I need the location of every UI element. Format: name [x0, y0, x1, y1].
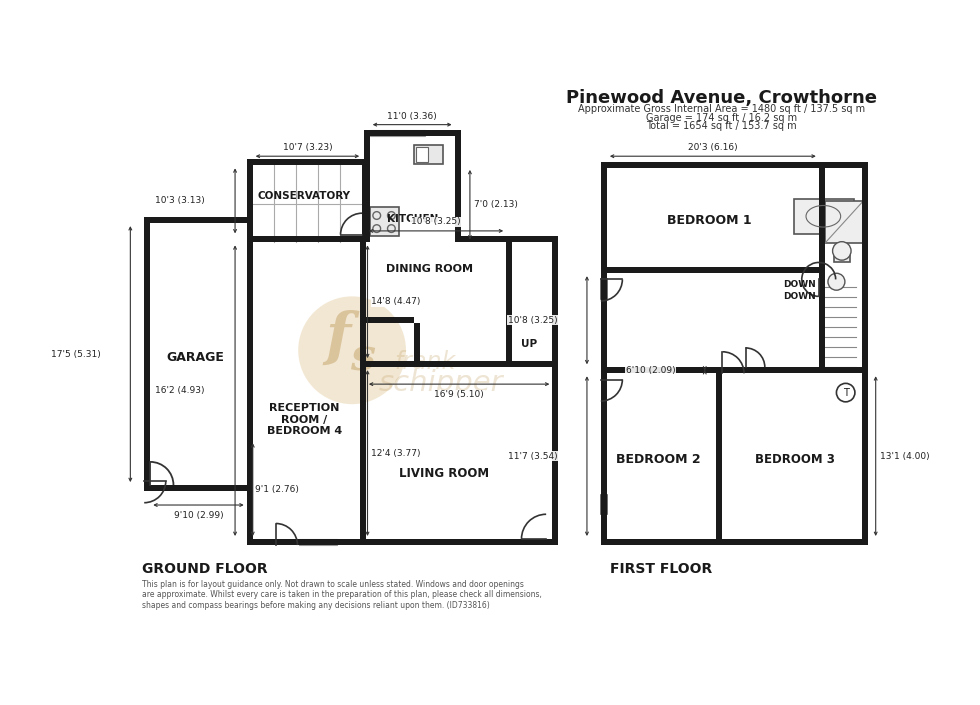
Text: s: s	[351, 336, 375, 379]
Bar	[601, 279, 607, 299]
Circle shape	[833, 242, 851, 260]
Bar	[360, 361, 559, 367]
Text: 10'3 (3.13): 10'3 (3.13)	[155, 197, 204, 205]
Text: f: f	[325, 309, 351, 366]
Text: CONSERVATORY: CONSERVATORY	[258, 191, 351, 201]
Text: 10'7 (3.23): 10'7 (3.23)	[282, 143, 332, 152]
Text: T: T	[843, 388, 849, 398]
Text: This plan is for layout guidance only. Not drawn to scale unless stated. Windows: This plan is for layout guidance only. N…	[142, 580, 542, 610]
Bar	[601, 161, 868, 168]
Bar	[144, 485, 253, 491]
Text: 17'5 (5.31): 17'5 (5.31)	[51, 350, 101, 359]
Bar	[247, 159, 368, 166]
Bar	[601, 539, 868, 545]
Bar	[247, 159, 253, 243]
Bar	[818, 161, 825, 274]
Text: BEDROOM 1: BEDROOM 1	[667, 214, 752, 228]
Bar	[601, 495, 607, 514]
Bar	[601, 367, 868, 374]
Text: 10'8 (3.25): 10'8 (3.25)	[508, 316, 558, 325]
Text: LIVING ROOM: LIVING ROOM	[400, 467, 490, 480]
Bar	[360, 243, 366, 539]
Bar	[364, 130, 461, 136]
Text: Total = 1654 sq ft / 153.7 sq m: Total = 1654 sq ft / 153.7 sq m	[647, 121, 797, 131]
Text: KITCHEN: KITCHEN	[387, 214, 439, 224]
Text: UP: UP	[521, 339, 537, 349]
Text: DOWN: DOWN	[783, 281, 815, 289]
Text: RECEPTION
ROOM /
BEDROOM 4: RECEPTION ROOM / BEDROOM 4	[267, 403, 342, 436]
Text: Approximate Gross Internal Area = 1480 sq ft / 137.5 sq m: Approximate Gross Internal Area = 1480 s…	[578, 104, 865, 114]
Bar	[360, 317, 414, 324]
Text: schipper: schipper	[379, 369, 504, 397]
Bar	[861, 161, 868, 545]
Text: 11'7 (3.54): 11'7 (3.54)	[508, 452, 558, 460]
Text: BEDROOM 2: BEDROOM 2	[616, 453, 701, 466]
Bar	[601, 161, 607, 545]
Text: frank: frank	[394, 350, 456, 374]
Text: 9'10 (2.99): 9'10 (2.99)	[173, 511, 223, 520]
Circle shape	[828, 274, 845, 290]
Bar	[369, 130, 425, 136]
Text: DOWN: DOWN	[783, 292, 815, 301]
Text: 14'8 (4.47): 14'8 (4.47)	[371, 298, 420, 306]
Bar	[794, 200, 855, 234]
Bar	[601, 267, 825, 274]
Bar	[716, 367, 722, 545]
Text: 20'3 (6.16): 20'3 (6.16)	[688, 142, 738, 152]
Bar	[818, 367, 868, 374]
Text: 13'1 (4.00): 13'1 (4.00)	[880, 452, 929, 460]
Text: BEDROOM 3: BEDROOM 3	[755, 453, 835, 466]
Text: GROUND FLOOR: GROUND FLOOR	[142, 562, 268, 576]
Bar	[722, 367, 868, 374]
Text: GARAGE: GARAGE	[166, 350, 224, 364]
Bar	[247, 243, 253, 545]
Bar	[363, 159, 368, 243]
Bar	[416, 147, 427, 162]
Bar	[299, 539, 337, 545]
Bar	[144, 217, 253, 223]
Text: 10'8 (3.25): 10'8 (3.25)	[412, 217, 461, 226]
Circle shape	[837, 384, 855, 402]
Bar	[144, 217, 150, 491]
Text: Pinewood Avenue, Crowthorne: Pinewood Avenue, Crowthorne	[566, 89, 877, 106]
Bar	[834, 252, 850, 262]
Bar	[360, 361, 506, 367]
Bar	[601, 367, 722, 374]
Bar	[369, 207, 399, 236]
Text: Garage = 174 sq ft / 16.2 sq m: Garage = 174 sq ft / 16.2 sq m	[646, 113, 798, 123]
Bar	[253, 236, 360, 243]
Text: 6'10 (2.09): 6'10 (2.09)	[626, 366, 675, 375]
Bar	[506, 236, 513, 367]
Bar	[818, 274, 825, 374]
Bar	[825, 201, 863, 243]
Bar	[414, 145, 443, 164]
Bar	[455, 130, 461, 243]
Text: 11'0 (3.36): 11'0 (3.36)	[387, 112, 437, 121]
Text: 16'9 (5.10): 16'9 (5.10)	[434, 391, 484, 399]
Bar	[247, 217, 253, 491]
Bar	[553, 236, 559, 545]
Bar	[455, 236, 559, 243]
Text: 12'4 (3.77): 12'4 (3.77)	[371, 448, 420, 458]
Bar	[247, 539, 559, 545]
Bar	[247, 236, 369, 243]
Bar	[414, 324, 419, 361]
Text: FIRST FLOOR: FIRST FLOOR	[610, 562, 712, 576]
Bar	[364, 130, 369, 243]
Text: DINING ROOM: DINING ROOM	[385, 264, 472, 274]
Text: 16'2 (4.93): 16'2 (4.93)	[155, 386, 204, 396]
Circle shape	[298, 296, 406, 404]
Text: 7'0 (2.13): 7'0 (2.13)	[473, 200, 517, 209]
Text: 9'1 (2.76): 9'1 (2.76)	[255, 485, 299, 494]
